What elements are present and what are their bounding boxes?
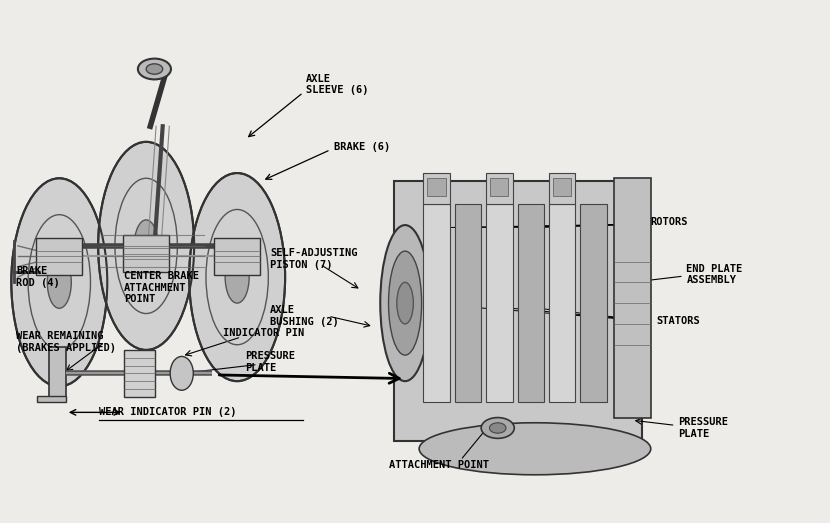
Bar [37, 238, 82, 275]
Text: PRESSURE
PLATE: PRESSURE PLATE [678, 417, 728, 439]
Ellipse shape [146, 64, 163, 74]
Bar [214, 238, 261, 275]
Bar [491, 178, 509, 197]
Bar [549, 204, 575, 402]
Bar [518, 204, 544, 402]
Ellipse shape [397, 282, 413, 324]
Text: CENTER BRAKE
ATTACHMENT
POINT: CENTER BRAKE ATTACHMENT POINT [124, 271, 199, 304]
Text: WEAR INDICATOR PIN (2): WEAR INDICATOR PIN (2) [99, 407, 237, 417]
Ellipse shape [189, 173, 286, 381]
Ellipse shape [388, 251, 422, 355]
Bar [423, 204, 450, 402]
Text: BRAKE
ROD (4): BRAKE ROD (4) [17, 266, 60, 288]
Text: END PLATE
ASSEMBLY: END PLATE ASSEMBLY [686, 264, 743, 286]
Text: INDICATOR PIN: INDICATOR PIN [223, 328, 305, 338]
Bar [580, 204, 607, 402]
Ellipse shape [12, 178, 107, 386]
Bar [486, 204, 513, 402]
Text: PRESSURE
PLATE: PRESSURE PLATE [246, 351, 295, 373]
Ellipse shape [419, 423, 651, 475]
Ellipse shape [481, 417, 515, 438]
Ellipse shape [134, 220, 159, 272]
Bar [37, 396, 66, 402]
Ellipse shape [98, 142, 194, 350]
Ellipse shape [47, 256, 71, 309]
Ellipse shape [225, 251, 249, 303]
Text: BRAKE (6): BRAKE (6) [334, 142, 390, 152]
Bar [423, 173, 450, 204]
Text: AXLE
SLEEVE (6): AXLE SLEEVE (6) [305, 74, 369, 95]
Bar [486, 173, 513, 204]
Bar [427, 178, 446, 197]
Bar [124, 350, 155, 397]
Text: STATORS: STATORS [657, 316, 701, 326]
Bar [613, 178, 651, 417]
Polygon shape [49, 347, 66, 400]
Bar [123, 235, 169, 272]
Ellipse shape [138, 59, 171, 79]
Ellipse shape [490, 423, 506, 433]
Bar [455, 204, 481, 402]
Text: ROTORS: ROTORS [651, 218, 688, 228]
Text: ATTACHMENT POINT: ATTACHMENT POINT [388, 460, 489, 470]
Ellipse shape [380, 225, 430, 381]
Text: WEAR REMAINING
(BRAKES APPLIED): WEAR REMAINING (BRAKES APPLIED) [17, 332, 116, 353]
Ellipse shape [170, 357, 193, 390]
Bar [553, 178, 571, 197]
Bar [549, 173, 575, 204]
Text: AXLE
BUSHING (2): AXLE BUSHING (2) [271, 305, 339, 327]
Bar [394, 181, 642, 441]
Text: SELF-ADJUSTING
PISTON (7): SELF-ADJUSTING PISTON (7) [271, 248, 358, 270]
